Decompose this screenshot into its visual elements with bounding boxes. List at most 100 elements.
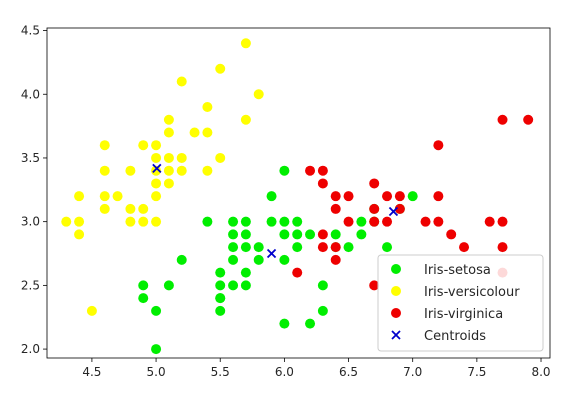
data-point: [138, 280, 149, 291]
data-point: [279, 216, 290, 227]
data-point: [407, 191, 418, 202]
data-point: [228, 216, 239, 227]
x-tick-label: 4.5: [82, 365, 101, 379]
data-point: [317, 280, 328, 291]
data-point: [151, 191, 162, 202]
legend-marker: [391, 264, 401, 274]
data-point: [253, 242, 264, 253]
data-point: [292, 216, 303, 227]
data-point: [99, 165, 110, 176]
legend-box: [377, 254, 544, 352]
data-point: [305, 229, 316, 240]
data-point: [240, 242, 251, 253]
data-point: [420, 216, 431, 227]
x-tick-label: 6.5: [339, 365, 358, 379]
data-point: [279, 318, 290, 329]
data-point: [163, 165, 174, 176]
data-point: [369, 178, 380, 189]
data-point: [151, 344, 162, 355]
data-point: [138, 293, 149, 304]
legend-label: Iris-virginica: [424, 307, 503, 322]
data-point: [433, 140, 444, 151]
data-point: [99, 191, 110, 202]
data-point: [74, 229, 85, 240]
legend-marker: [391, 286, 401, 296]
data-point: [305, 318, 316, 329]
y-tick-label: 4.5: [21, 24, 40, 38]
y-tick-label: 3.0: [21, 215, 40, 229]
data-point: [330, 254, 341, 265]
data-point: [215, 280, 226, 291]
data-point: [330, 203, 341, 214]
data-point: [317, 305, 328, 316]
data-point: [112, 191, 123, 202]
data-point: [138, 203, 149, 214]
data-point: [343, 191, 354, 202]
data-point: [240, 229, 251, 240]
y-axis-ticks: 2.0 2.5 3.0 3.5 4.0 4.5: [21, 24, 47, 356]
data-point: [266, 216, 277, 227]
data-point: [86, 305, 97, 316]
x-axis-ticks: 4.5 5.0 5.5 6.0 6.5 7.0 7.5 8.0: [82, 358, 551, 379]
data-point: [330, 229, 341, 240]
data-point: [125, 203, 136, 214]
centroid-marker: [388, 206, 399, 217]
data-point: [343, 216, 354, 227]
centroid-marker: [266, 248, 277, 259]
data-point: [497, 242, 508, 253]
data-point: [382, 191, 393, 202]
data-point: [369, 203, 380, 214]
y-tick-label: 2.5: [21, 278, 40, 292]
data-point: [484, 216, 495, 227]
data-point: [99, 140, 110, 151]
data-point: [151, 165, 162, 176]
data-point: [279, 254, 290, 265]
y-tick-label: 2.0: [21, 342, 40, 356]
data-point: [176, 76, 187, 87]
data-point: [125, 216, 136, 227]
data-point: [176, 254, 187, 265]
data-point: [74, 191, 85, 202]
data-point: [176, 152, 187, 163]
data-point: [99, 203, 110, 214]
data-point: [138, 216, 149, 227]
data-point: [240, 114, 251, 125]
data-point: [228, 229, 239, 240]
data-point: [356, 229, 367, 240]
data-point: [215, 267, 226, 278]
data-point: [497, 114, 508, 125]
data-point: [202, 165, 213, 176]
data-point: [189, 127, 200, 138]
data-point: [369, 280, 380, 291]
data-point: [163, 280, 174, 291]
x-tick-label: 7.5: [467, 365, 486, 379]
data-point: [61, 216, 72, 227]
data-point: [433, 216, 444, 227]
data-point: [215, 63, 226, 74]
data-point: [151, 216, 162, 227]
x-tick-label: 7.0: [403, 365, 422, 379]
data-point: [330, 191, 341, 202]
data-point: [279, 229, 290, 240]
legend-marker-centroids: [391, 330, 401, 340]
data-point: [202, 127, 213, 138]
data-point: [163, 152, 174, 163]
data-point: [253, 89, 264, 100]
data-point: [394, 203, 405, 214]
data-point: [382, 242, 393, 253]
x-tick-label: 6.0: [275, 365, 294, 379]
data-point: [292, 242, 303, 253]
data-point: [356, 216, 367, 227]
data-point: [317, 229, 328, 240]
data-point: [240, 216, 251, 227]
data-point: [330, 242, 341, 253]
legend-label: Centroids: [424, 329, 486, 344]
data-point: [228, 242, 239, 253]
data-point: [151, 140, 162, 151]
data-point: [240, 280, 251, 291]
data-point: [202, 101, 213, 112]
data-point: [215, 152, 226, 163]
data-point: [253, 254, 264, 265]
data-point: [305, 165, 316, 176]
